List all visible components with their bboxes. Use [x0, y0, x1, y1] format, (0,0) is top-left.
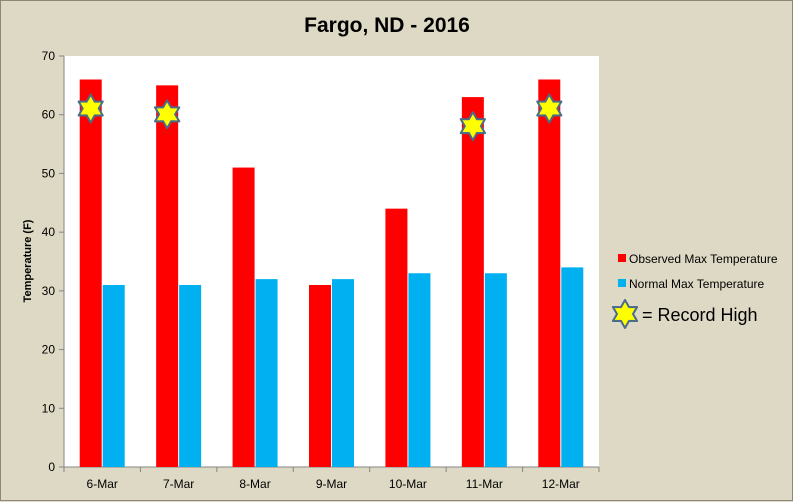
x-axis: 6-Mar 7-Mar 8-Mar 9-Mar 10-Mar 11-Mar 12-Mar: [63, 466, 600, 491]
bar-observed-11-Mar: [461, 97, 484, 467]
bar-observed-8-Mar: [232, 167, 255, 468]
y-tick-label: 20: [42, 343, 56, 357]
record-high-star-icon: [154, 99, 181, 130]
record-high-star-icon: [536, 93, 563, 124]
legend-swatch-normal: [618, 279, 626, 287]
x-tick-label: 9-Mar: [316, 477, 347, 491]
bar-normal-6-Mar: [102, 284, 125, 467]
bar-observed-10-Mar: [385, 208, 408, 467]
y-tick-label: 0: [48, 460, 55, 474]
legend-swatch-observed: [618, 254, 626, 262]
bar-observed-9-Mar: [309, 284, 331, 467]
legend-star-shape: [611, 299, 639, 329]
x-tick-label: 10-Mar: [389, 477, 427, 491]
bar-normal-11-Mar: [484, 273, 507, 467]
y-axis: 0 10 20 30 40 50 60 70: [42, 49, 65, 474]
bar-normal-9-Mar: [332, 279, 354, 467]
bar-observed-6-Mar: [79, 79, 102, 467]
x-tick-label: 6-Mar: [87, 477, 118, 491]
record-high-star-icon: [459, 111, 486, 142]
chart-title: Fargo, ND - 2016: [304, 14, 470, 37]
record-stars-group: [77, 93, 563, 142]
y-axis-title: Temperature (F): [22, 219, 34, 302]
y-tick-label: 30: [42, 284, 56, 298]
bar-normal-12-Mar: [561, 267, 584, 467]
x-tick-label: 11-Mar: [466, 477, 503, 491]
x-tick-label: 7-Mar: [163, 477, 194, 491]
legend-label-record-high: = Record High: [642, 305, 758, 325]
bar-normal-10-Mar: [408, 273, 431, 467]
star-icon: [611, 299, 639, 329]
bars-group: [79, 79, 584, 468]
legend-label-observed: Observed Max Temperature: [629, 252, 778, 266]
y-tick-label: 40: [42, 225, 56, 239]
x-tick-label: 12-Mar: [542, 477, 580, 491]
legend: Observed Max Temperature Normal Max Temp…: [611, 252, 778, 329]
y-tick-label: 70: [42, 49, 56, 63]
bar-observed-7-Mar: [156, 85, 179, 467]
y-tick-label: 50: [42, 166, 56, 180]
bar-normal-7-Mar: [179, 284, 202, 467]
y-tick-label: 60: [42, 108, 56, 122]
bar-normal-8-Mar: [255, 279, 278, 467]
x-tick-label: 8-Mar: [239, 477, 270, 491]
plot-area: [64, 56, 599, 467]
y-tick-label: 10: [42, 401, 56, 415]
legend-label-normal: Normal Max Temperature: [629, 277, 764, 291]
bar-observed-12-Mar: [538, 79, 561, 467]
record-high-star-icon: [77, 93, 104, 124]
